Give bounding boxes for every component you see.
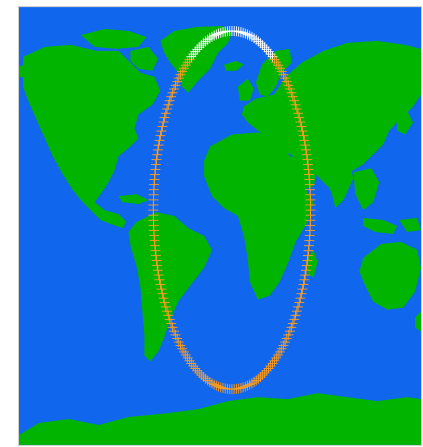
landmass-indochina xyxy=(353,168,380,211)
landmass-africa xyxy=(204,132,314,300)
landmass-india xyxy=(323,162,354,209)
landmass-madagascar xyxy=(307,249,318,278)
map-canvas xyxy=(19,7,421,445)
landmass-greenland xyxy=(160,25,232,93)
landmasses xyxy=(19,25,421,445)
landmass-new-guinea xyxy=(399,218,421,232)
landmass-new-zealand xyxy=(415,311,421,332)
landmass-caribbean xyxy=(118,194,149,205)
landmass-baffin xyxy=(130,46,159,71)
orbit-track xyxy=(148,25,316,395)
landmass-antarctica xyxy=(19,393,421,445)
landmass-scandinavia xyxy=(255,48,292,97)
landmass-british-isles xyxy=(237,78,254,101)
landmass-indonesia xyxy=(363,218,398,234)
landmass-south-america xyxy=(128,212,213,362)
world-map[interactable] xyxy=(18,6,422,446)
landmass-alaska xyxy=(19,60,43,79)
landmass-australia xyxy=(359,241,421,310)
landmass-arctic-islands xyxy=(80,28,147,49)
landmass-north-america xyxy=(22,44,161,228)
landmass-iceland xyxy=(223,60,244,71)
